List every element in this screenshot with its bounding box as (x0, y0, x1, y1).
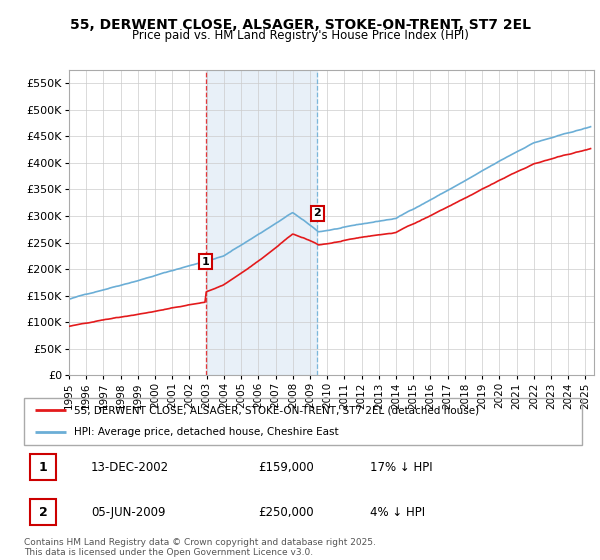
FancyBboxPatch shape (29, 499, 56, 525)
Text: 2: 2 (38, 506, 47, 519)
Bar (206, 70, 317, 375)
Text: 4% ↓ HPI: 4% ↓ HPI (370, 506, 425, 519)
Text: 55, DERWENT CLOSE, ALSAGER, STOKE-ON-TRENT, ST7 2EL: 55, DERWENT CLOSE, ALSAGER, STOKE-ON-TRE… (70, 18, 530, 32)
Text: 2: 2 (314, 208, 321, 218)
Text: 13-DEC-2002: 13-DEC-2002 (91, 460, 169, 474)
Text: 1: 1 (202, 256, 210, 267)
Text: Price paid vs. HM Land Registry's House Price Index (HPI): Price paid vs. HM Land Registry's House … (131, 29, 469, 42)
Text: 1: 1 (38, 460, 47, 474)
FancyBboxPatch shape (29, 454, 56, 480)
Text: £250,000: £250,000 (259, 506, 314, 519)
Text: 17% ↓ HPI: 17% ↓ HPI (370, 460, 433, 474)
Text: 55, DERWENT CLOSE, ALSAGER, STOKE-ON-TRENT, ST7 2EL (detached house): 55, DERWENT CLOSE, ALSAGER, STOKE-ON-TRE… (74, 405, 479, 416)
Text: HPI: Average price, detached house, Cheshire East: HPI: Average price, detached house, Ches… (74, 427, 339, 437)
Text: £159,000: £159,000 (259, 460, 314, 474)
Text: 05-JUN-2009: 05-JUN-2009 (91, 506, 166, 519)
Text: Contains HM Land Registry data © Crown copyright and database right 2025.
This d: Contains HM Land Registry data © Crown c… (24, 538, 376, 557)
